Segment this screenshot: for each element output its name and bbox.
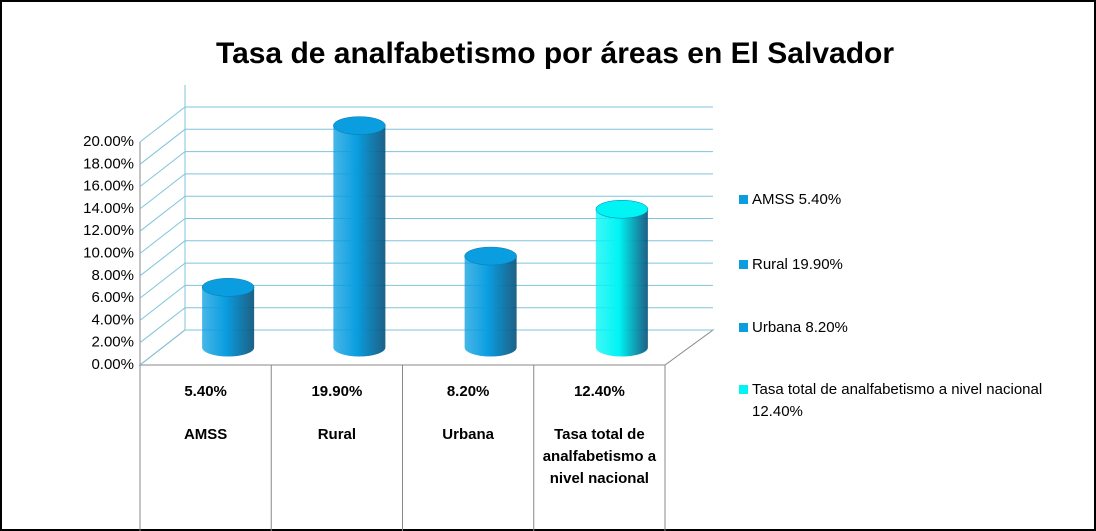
y-tick-label: 20.00% xyxy=(83,133,134,150)
bar-top xyxy=(595,199,649,219)
category-label: AMSS xyxy=(183,426,228,443)
bar-top xyxy=(464,246,517,266)
grid-line xyxy=(139,284,713,321)
grid-line xyxy=(139,106,713,143)
grid-line xyxy=(139,307,713,344)
y-tick-label: 12.00% xyxy=(83,222,134,239)
grid-line xyxy=(139,240,713,277)
value-label: 5.40% xyxy=(184,383,227,400)
grid-line xyxy=(139,262,713,299)
y-tick-label: 14.00% xyxy=(83,200,134,217)
category-label: Tasa total de analfabetismo a nivel naci… xyxy=(542,426,657,487)
bar xyxy=(595,209,648,357)
legend-label: AMSS 5.40% xyxy=(752,191,842,208)
category-label: Rural xyxy=(317,426,357,443)
bar-top xyxy=(333,116,386,135)
grid-line xyxy=(139,329,713,366)
bar-top xyxy=(201,278,255,297)
value-label: 19.90% xyxy=(311,383,363,400)
legend-label: Rural 19.90% xyxy=(752,256,843,273)
grid-line xyxy=(139,218,713,254)
legend-swatch xyxy=(739,260,748,269)
bar xyxy=(333,125,386,357)
bar xyxy=(202,287,255,357)
legend-swatch xyxy=(739,385,748,394)
bar xyxy=(464,256,517,357)
legend-label: Tasa total de analfabetismo a nivel naci… xyxy=(752,381,1043,420)
y-tick-label: 10.00% xyxy=(83,244,134,261)
y-tick-label: 6.00% xyxy=(91,289,134,306)
grid-line xyxy=(139,173,713,210)
category-label: Urbana xyxy=(442,426,494,443)
grid-line xyxy=(139,151,713,187)
y-tick-label: 16.00% xyxy=(83,178,134,195)
y-tick-label: 4.00% xyxy=(91,311,134,328)
y-tick-label: 8.00% xyxy=(91,267,134,284)
grid-line xyxy=(139,128,713,165)
grid-line xyxy=(139,195,713,232)
legend-swatch xyxy=(739,323,748,332)
y-tick-label: 0.00% xyxy=(91,356,134,373)
legend-label: Urbana 8.20% xyxy=(752,319,848,336)
value-label: 12.40% xyxy=(573,383,625,400)
value-label: 8.20% xyxy=(446,383,490,400)
legend-swatch xyxy=(739,195,748,204)
y-tick-label: 2.00% xyxy=(91,334,134,351)
chart-title: Tasa de analfabetismo por áreas en El Sa… xyxy=(216,37,894,70)
y-tick-label: 18.00% xyxy=(83,155,134,172)
